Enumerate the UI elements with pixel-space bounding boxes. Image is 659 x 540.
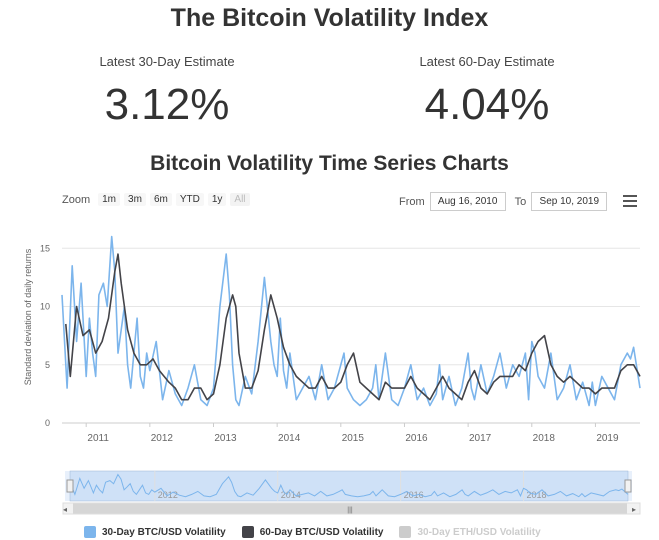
x-tick-label: 2012: [151, 433, 174, 444]
legend-btc60-swatch: [241, 526, 254, 538]
x-tick-label: 2017: [469, 433, 492, 444]
to-label: To: [514, 195, 527, 208]
legend-btc30-swatch: [84, 526, 96, 538]
from-label: From: [399, 195, 425, 208]
navigator-left-handle[interactable]: [66, 479, 74, 493]
navigator[interactable]: 2012 2014 2016 2018 ◂ ▸ |||: [0, 468, 659, 516]
navigator-tick-label: 2014: [281, 490, 301, 500]
estimate-30-label: Latest 30-Day Estimate: [99, 54, 235, 69]
legend-btc60[interactable]: 60-Day BTC/USD Volatility: [241, 526, 384, 538]
navigator-tick-label: 2018: [527, 490, 547, 500]
x-tick-label: 2013: [214, 433, 237, 444]
x-tick-label: 2015: [342, 433, 365, 444]
x-tick-label: 2019: [596, 433, 619, 444]
navigator-tick-label: 2016: [404, 490, 424, 500]
zoom-all-button[interactable]: All: [230, 193, 250, 206]
hamburger-menu-icon[interactable]: [623, 195, 637, 207]
y-tick-label: 10: [40, 302, 50, 312]
series-btc60-line[interactable]: [65, 253, 641, 401]
zoom-1y-button[interactable]: 1y: [207, 193, 227, 206]
scroll-right-icon[interactable]: ▸: [632, 505, 636, 514]
x-tick-label: 2016: [405, 433, 428, 444]
legend-btc30-label: 30-Day BTC/USD Volatility: [102, 526, 226, 538]
page-title: The Bitcoin Volatility Index: [170, 4, 489, 32]
to-date-input[interactable]: Sep 10, 2019: [531, 192, 608, 211]
y-tick-label: 15: [40, 243, 50, 253]
legend-btc30[interactable]: 30-Day BTC/USD Volatility: [84, 526, 226, 538]
legend-eth30[interactable]: 30-Day ETH/USD Volatility: [399, 526, 541, 538]
date-range: From Aug 16, 2010 To Sep 10, 2019: [399, 192, 608, 211]
zoom-ytd-button[interactable]: YTD: [175, 193, 204, 206]
zoom-3m-button[interactable]: 3m: [124, 193, 146, 206]
chart-legend: 30-Day BTC/USD Volatility 60-Day BTC/USD…: [84, 526, 541, 538]
volatility-chart[interactable]: Standard deviation of daily returns 0 5 10…: [0, 215, 659, 450]
zoom-label: Zoom: [62, 193, 91, 206]
zoom-1m-button[interactable]: 1m: [98, 193, 121, 206]
estimate-60-label: Latest 60-Day Estimate: [419, 54, 555, 69]
estimate-30-value: 3.12%: [104, 80, 230, 129]
zoom-6m-button[interactable]: 6m: [149, 193, 172, 206]
zoom-selector: Zoom 1m 3m 6m YTD 1y All: [62, 193, 250, 206]
navigator-scrollbar-thumb[interactable]: [73, 503, 627, 514]
x-tick-label: 2011: [87, 433, 109, 444]
estimate-60-value: 4.04%: [424, 80, 550, 129]
from-date-input[interactable]: Aug 16, 2010: [429, 192, 506, 211]
navigator-series-line: [69, 473, 629, 498]
y-tick-label: 5: [45, 360, 50, 370]
legend-eth30-swatch: [399, 526, 412, 538]
scroll-grip-icon: |||: [347, 507, 353, 514]
x-tick-label: 2018: [533, 433, 556, 444]
series-btc30-line[interactable]: [61, 235, 641, 407]
navigator-right-handle[interactable]: [624, 479, 632, 493]
y-tick-label: 0: [45, 418, 50, 428]
scroll-left-icon[interactable]: ◂: [63, 505, 67, 514]
x-tick-label: 2014: [278, 433, 301, 444]
y-axis-label: Standard deviation of daily returns: [23, 248, 33, 385]
legend-eth30-label: 30-Day ETH/USD Volatility: [417, 526, 541, 538]
chart-section-title: Bitcoin Volatility Time Series Charts: [150, 152, 509, 175]
legend-btc60-label: 60-Day BTC/USD Volatility: [259, 526, 384, 538]
navigator-selection[interactable]: [69, 470, 629, 502]
